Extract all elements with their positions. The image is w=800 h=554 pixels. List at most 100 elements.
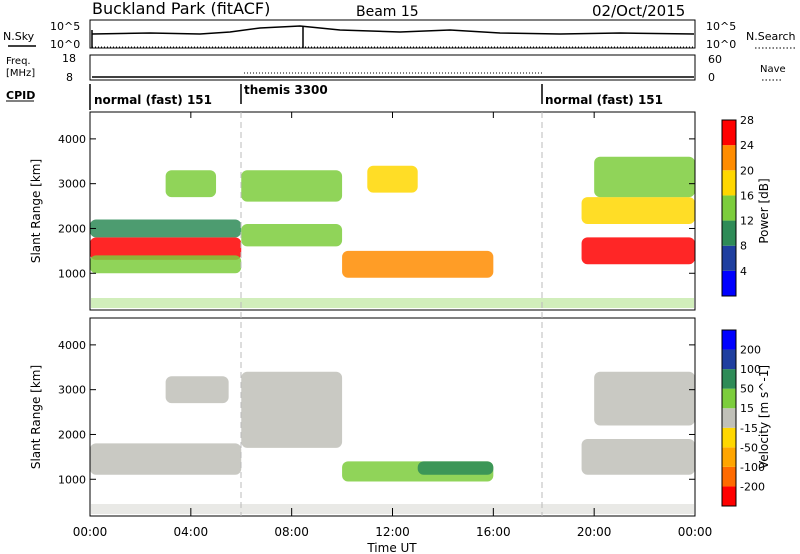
noise-left-tick-top: 10^5 [50,20,80,33]
time-axis-label: Time UT [366,541,417,554]
cpid-segment-2: themis 3300 [244,83,328,97]
colorbar-frame [721,329,737,507]
echo-band-3 [165,170,217,198]
colorbar-tick-0: 4 [740,265,747,278]
ytick-label-2: 3000 [58,178,86,191]
velocity-colorbar: -200 -100 -50 -15 15 50 100 200 [721,329,765,507]
colorbar-swatch-1 [722,245,736,271]
colorbar-swatch-5 [722,388,736,409]
nave-label: Nave [760,64,786,75]
ytick-label-1: 2000 [58,428,86,441]
echo-band-1 [165,376,229,404]
colorbar-swatch-2 [722,220,736,246]
colorbar-tick-7: 200 [740,344,761,357]
colorbar-tick-1: -100 [740,461,765,474]
echo-band-8 [581,237,695,265]
colorbar-swatch-0 [722,486,736,506]
echo-band-9 [581,197,695,224]
xtick-label-4: 16:00 [476,525,511,539]
noise-left-tick-bottom: 10^0 [50,38,80,51]
ytick-label-1: 2000 [58,222,86,235]
xtick-label-3: 12:00 [375,525,410,539]
time-axis-ticks: 00:00 04:00 08:00 12:00 16:00 20:00 00:00 [73,112,713,539]
cpid-segment-1: normal (fast) 151 [94,93,212,107]
beam-title: Beam 15 [356,4,419,20]
echo-band-6 [594,371,695,426]
echo-band-0 [90,443,242,475]
colorbar-tick-1: 8 [740,240,747,253]
velocity-ylabel: Slant Range [km] [29,365,43,469]
colorbar-swatch-7 [722,349,736,370]
echo-band-5 [581,438,695,475]
colorbar-swatch-1 [722,466,736,487]
colorbar-tick-2: 12 [740,215,754,228]
colorbar-tick-3: -15 [740,422,758,435]
echo-band-10 [594,156,695,198]
colorbar-tick-5: 24 [740,139,754,152]
power-colorbar: 4 8 12 16 20 24 28 [721,114,754,297]
echo-band-4 [241,223,343,247]
colorbar-swatch-3 [722,427,736,448]
colorbar-swatch-0 [722,270,736,296]
ytick-label-2: 3000 [58,384,86,397]
colorbar-tick-4: 20 [740,164,754,177]
echo-band-6 [342,250,494,278]
velocity-bands [90,371,695,514]
freq-label-2: [MHz] [6,68,35,79]
colorbar-swatch-6 [722,120,736,146]
ground-scatter-strip [91,298,694,308]
xtick-label-2: 08:00 [274,525,309,539]
noise-right-tick-top: 10^5 [706,20,736,33]
noise-sky-trace [91,25,695,35]
colorbar-swatch-8 [722,330,736,350]
cpid-panel: CPID normal (fast) 151 themis 3300 norma… [6,83,663,110]
colorbar-swatch-2 [722,447,736,467]
echo-band-2 [90,219,242,238]
colorbar-swatch-3 [722,195,736,221]
colorbar-tick-3: 16 [740,189,754,202]
noise-left-label: N.Sky [3,30,35,43]
nave-tick-bottom: 0 [708,71,715,84]
ytick-label-3: 4000 [58,339,86,352]
colorbar-swatch-5 [722,145,736,171]
noise-right-tick-bottom: 10^0 [706,38,736,51]
xtick-label-0: 00:00 [73,525,108,539]
colorbar-tick-4: 15 [740,402,754,415]
xtick-label-6: 00:00 [678,525,713,539]
colorbar-tick-0: -200 [740,480,765,493]
echo-band-0 [90,237,242,260]
echo-band-2 [241,371,343,448]
nave-tick-top: 60 [708,53,722,66]
ytick-label-3: 4000 [58,133,86,146]
xtick-label-5: 20:00 [577,525,612,539]
colorbar-tick-2: -50 [740,441,758,454]
date-title: 02/Oct/2015 [592,2,685,20]
colorbar-swatch-6 [722,369,736,389]
power-ylabel: Slant Range [km] [29,159,43,263]
xtick-label-1: 04:00 [174,525,209,539]
colorbar-tick-5: 50 [740,383,754,396]
power-colorbar-label: Power [dB] [757,178,771,243]
ytick-label-0: 1000 [58,473,86,486]
freq-label-1: Freq. [6,56,31,67]
colorbar-swatch-4 [722,408,736,428]
colorbar-swatch-4 [722,170,736,196]
noise-right-label: N.Search [746,30,796,43]
velocity-panel: 1000 2000 3000 4000 Slant Range [km] -200 -1… [29,112,771,554]
freq-tick-top: 18 [62,52,76,65]
colorbar-tick-6: 100 [740,363,761,376]
colorbar-tick-6: 28 [740,114,754,127]
freq-tick-bottom: 8 [66,71,73,84]
echo-band-4 [417,461,494,475]
power-bands [90,156,695,308]
velocity-yticks: 1000 2000 3000 4000 [58,339,695,486]
freq-panel: Freq. [MHz] 18 8 60 0 Nave [6,52,786,84]
cpid-label: CPID [6,89,35,102]
ytick-label-0: 1000 [58,267,86,280]
echo-band-1 [90,255,242,274]
station-title: Buckland Park (fitACF) [92,0,270,18]
colorbar-frame [721,119,737,297]
echo-band-5 [241,170,343,202]
noise-panel: N.Sky 10^5 10^0 10^5 10^0 N.Search [3,19,797,51]
